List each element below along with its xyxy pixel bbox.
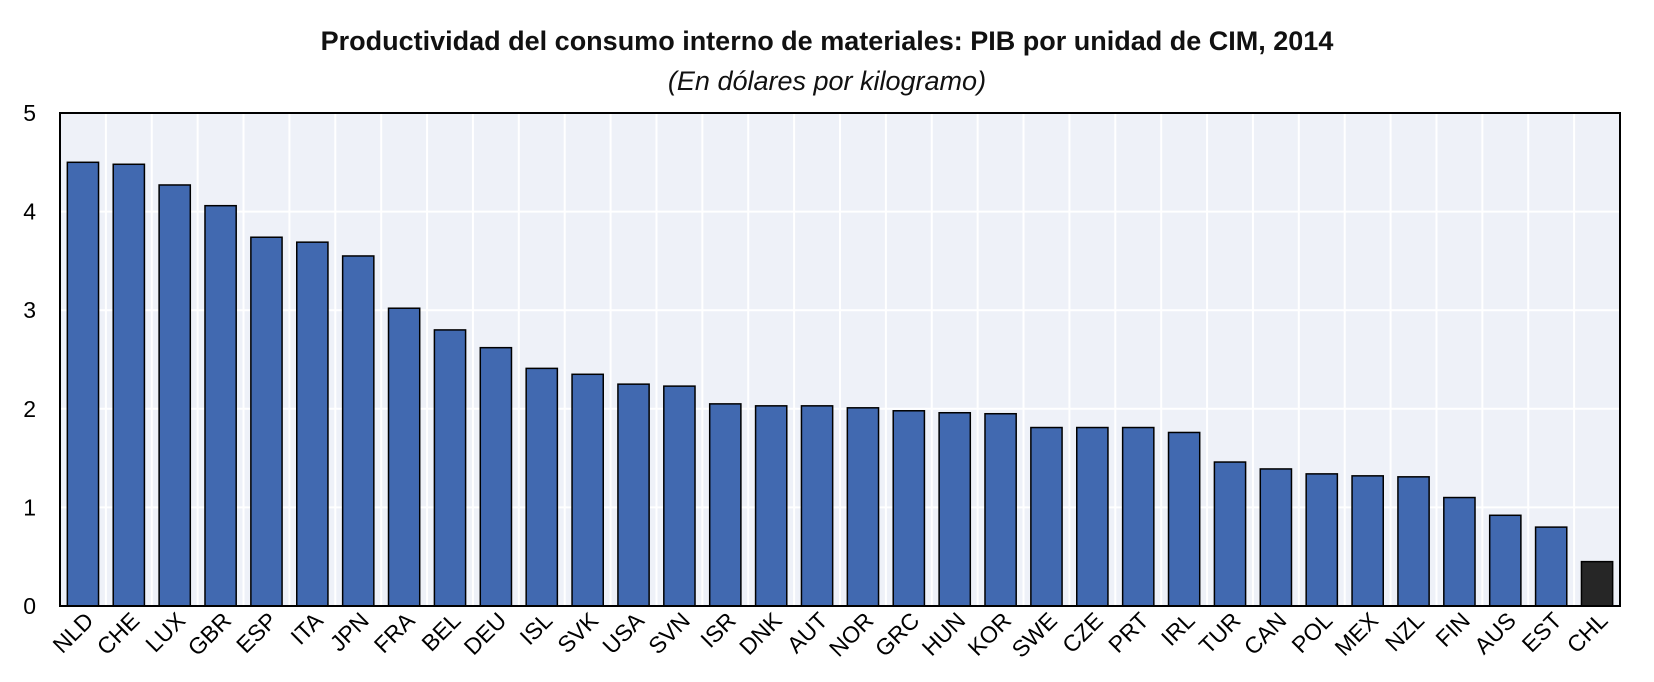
x-tick-label-che: CHE <box>92 607 145 660</box>
bar-jpn <box>341 255 375 607</box>
bar-aut <box>800 405 834 607</box>
bar-lux <box>158 184 192 607</box>
bar-ita <box>296 241 329 607</box>
x-tick-label-pol: POL <box>1286 607 1337 658</box>
bar-nzl <box>1397 476 1430 607</box>
x-tick-label-gbr: GBR <box>182 607 236 661</box>
y-tick-label: 5 <box>23 100 36 126</box>
x-tick-label-chl: CHL <box>1562 607 1613 658</box>
bar-aus <box>1488 514 1522 607</box>
bar-swe <box>1030 426 1063 607</box>
x-tick-label-hun: HUN <box>917 607 971 661</box>
chart-title: Productividad del consumo interno de mat… <box>320 26 1334 56</box>
x-tick-label-jpn: JPN <box>325 607 374 656</box>
x-tick-label-dnk: DNK <box>734 607 787 660</box>
bar-tur <box>1213 461 1247 607</box>
bar-isr <box>708 403 742 607</box>
bar-che <box>112 163 146 607</box>
bar-svn <box>663 385 696 607</box>
x-tick-label-nor: NOR <box>824 607 879 662</box>
x-tick-label-fin: FIN <box>1430 607 1475 652</box>
x-tick-label-swe: SWE <box>1007 607 1062 662</box>
x-tick-label-grc: GRC <box>870 607 925 662</box>
x-tick-label-prt: PRT <box>1103 607 1154 658</box>
x-tick-label-svn: SVN <box>643 607 695 659</box>
bar-esp <box>250 236 283 607</box>
x-tick-label-deu: DEU <box>459 607 512 660</box>
y-tick-label: 4 <box>23 199 36 225</box>
y-tick-label: 2 <box>23 396 36 422</box>
x-tick-label-aus: AUS <box>1469 607 1521 659</box>
plot-frame <box>59 112 1621 607</box>
x-tick-label-aut: AUT <box>782 607 833 658</box>
y-tick-label: 3 <box>23 297 36 323</box>
y-tick-label: 1 <box>23 494 36 520</box>
bar-gbr <box>204 204 237 607</box>
bar-deu <box>479 346 513 607</box>
x-tick-label-cze: CZE <box>1057 607 1108 658</box>
bar-can <box>1259 468 1293 607</box>
bar-svk <box>571 373 604 607</box>
y-axis-ticks: 0 1 2 3 4 5 <box>23 100 36 619</box>
x-tick-label-nzl: NZL <box>1380 607 1429 656</box>
bar-fin <box>1443 496 1476 607</box>
bar-usa <box>617 383 650 607</box>
x-tick-label-can: CAN <box>1239 607 1292 660</box>
bar-fra <box>387 307 421 607</box>
chart-subtitle: (En dólares por kilogramo) <box>667 66 987 96</box>
y-tick-label: 0 <box>23 593 36 619</box>
x-tick-label-svk: SVK <box>552 607 603 658</box>
bar-nld <box>66 161 100 607</box>
bar-mex <box>1351 475 1384 607</box>
bar-nor <box>846 407 880 607</box>
x-tick-label-tur: TUR <box>1194 607 1246 659</box>
bar-cze <box>1076 426 1109 607</box>
x-tick-label-isr: ISR <box>695 607 740 652</box>
x-tick-label-bel: BEL <box>416 607 465 656</box>
bar-pol <box>1305 473 1339 607</box>
x-tick-label-lux: LUX <box>140 607 190 657</box>
x-tick-label-isl: ISL <box>514 607 557 650</box>
bar-bel <box>433 329 467 607</box>
bar-hun <box>938 411 972 607</box>
bar-prt <box>1121 426 1155 607</box>
x-tick-label-ita: ITA <box>285 607 328 650</box>
x-tick-label-kor: KOR <box>962 607 1016 661</box>
x-tick-label-est: EST <box>1517 607 1567 657</box>
x-tick-label-irl: IRL <box>1156 607 1200 651</box>
bar-kor <box>984 412 1017 607</box>
bar-est <box>1534 526 1568 607</box>
x-tick-label-mex: MEX <box>1330 607 1384 661</box>
bar-chl <box>1580 560 1614 607</box>
bar-irl <box>1167 431 1201 607</box>
bar-dnk <box>754 405 788 607</box>
gridlines <box>60 112 1620 607</box>
x-tick-label-nld: NLD <box>48 607 99 658</box>
bar-isl <box>525 367 559 607</box>
x-tick-label-esp: ESP <box>231 607 282 658</box>
bar-grc <box>892 410 926 607</box>
x-tick-label-fra: FRA <box>369 607 420 658</box>
x-tick-label-usa: USA <box>597 607 649 659</box>
